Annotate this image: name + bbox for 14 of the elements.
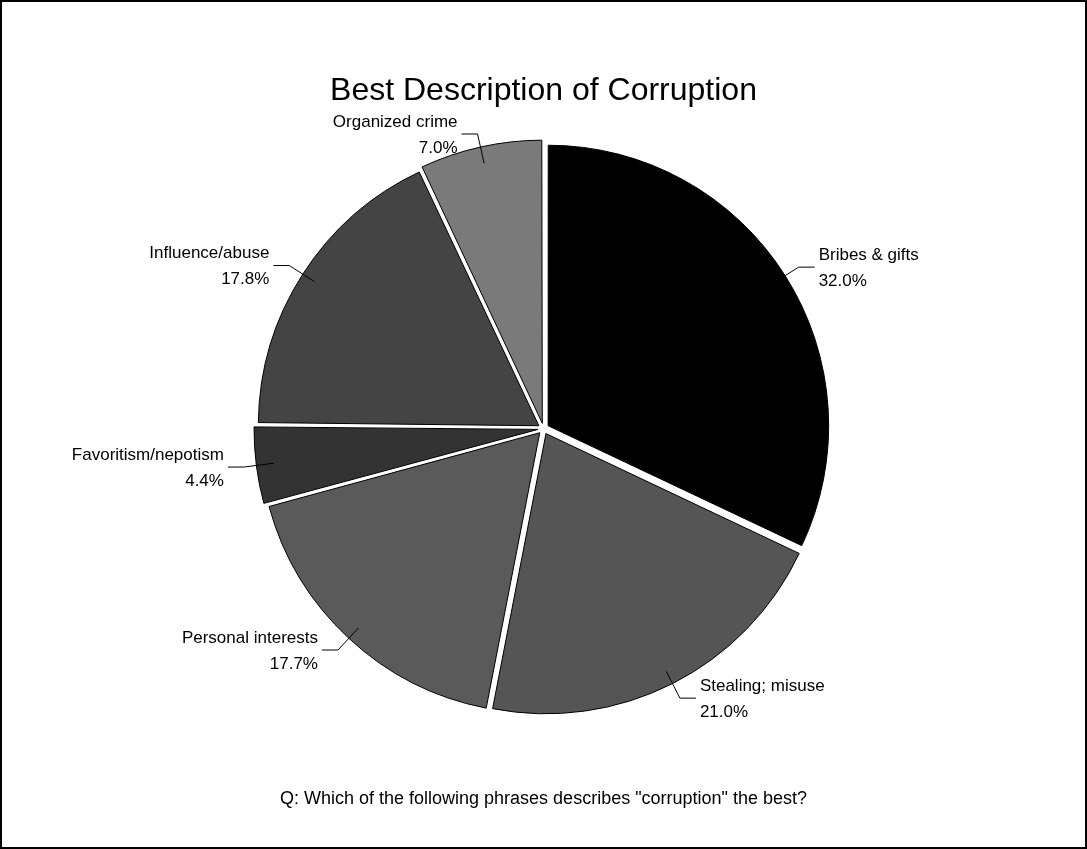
slice-label: Organized crime: [332, 111, 458, 131]
chart-title: Best Description of Corruption: [330, 71, 757, 108]
data-label: 4.4%: [185, 470, 224, 490]
slice-label: Stealing; misuse: [699, 675, 825, 695]
text: Q: Which of the following phrases describes "corruption" the best?: [279, 787, 808, 808]
slice-label: Bribes & gifts: [818, 244, 919, 264]
data-label: 17.8%: [221, 269, 270, 289]
slice-label: Favoritism/nepotism: [71, 444, 224, 464]
data-label: 7.0%: [418, 137, 458, 157]
slice-label: Influence/abuse: [149, 243, 270, 263]
data-label: 17.7%: [269, 653, 318, 673]
slice-label: Personal interests: [181, 627, 318, 647]
data-label: 21.0%: [699, 701, 749, 721]
data-label: 32.0%: [818, 270, 867, 290]
